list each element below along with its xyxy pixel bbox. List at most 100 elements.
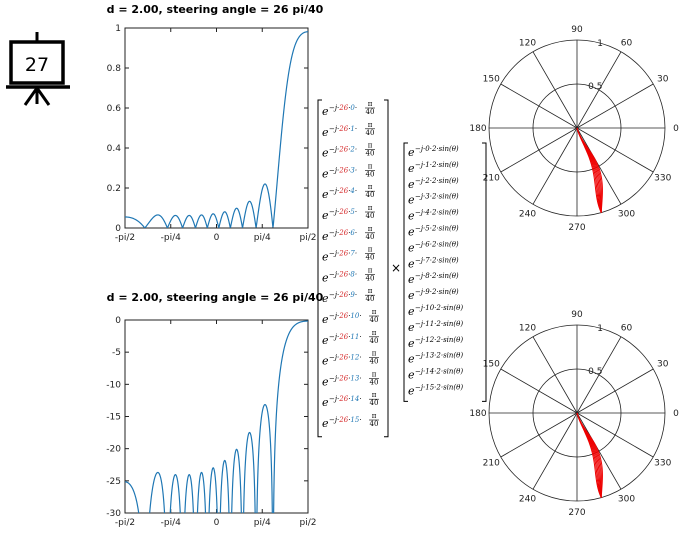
array-base: e: [408, 385, 415, 398]
steering-entry: e −j·26·9· π40: [322, 287, 375, 305]
x-tick-label: pi/2: [300, 233, 317, 243]
array-entry: e −j·0·2·sin(θ): [408, 145, 459, 159]
steering-base: e: [322, 105, 329, 118]
array-exponent: −j·9·2·sin(θ): [415, 288, 459, 296]
fraction-numerator: π: [368, 162, 373, 170]
angle-tick-label: 330: [654, 459, 671, 469]
x-tick-label: -pi/2: [115, 233, 135, 243]
fraction-numerator: π: [372, 329, 377, 337]
fraction-denominator: 40: [366, 274, 375, 282]
fraction-numerator: π: [368, 266, 373, 274]
x-tick-label: pi/4: [254, 518, 271, 528]
plot-frame: [124, 27, 309, 229]
angle-tick-label: 330: [654, 174, 671, 184]
array-entry: e −j·5·2·sin(θ): [408, 225, 459, 239]
steering-exponent: −j·26·15·: [329, 416, 362, 424]
array-exponent: −j·14·2·sin(θ): [415, 368, 463, 376]
x-tick-label: -pi/4: [161, 233, 181, 243]
steering-base: e: [322, 251, 329, 264]
angle-tick-label: 180: [469, 409, 486, 419]
polar-spoke: [576, 368, 654, 414]
array-entry: e −j·4·2·sin(θ): [408, 209, 459, 223]
steering-entry: e −j·26·0· π40: [322, 100, 375, 118]
fraction-numerator: π: [368, 183, 373, 191]
fraction-numerator: π: [368, 225, 373, 233]
array-entry: e −j·13·2·sin(θ): [408, 352, 463, 366]
fraction-denominator: 40: [366, 212, 375, 220]
steering-exponent: −j·26·13·: [329, 374, 362, 382]
array-base: e: [408, 305, 415, 318]
db-pattern-plot: d = 2.00, steering angle = 26 pi/40 -pi/…: [106, 291, 323, 528]
steering-entry: e −j·26·5· π40: [322, 204, 375, 222]
pattern-curve: [125, 31, 308, 228]
steering-base: e: [322, 375, 329, 388]
angle-tick-label: 60: [621, 323, 633, 333]
angle-tick-label: 120: [519, 38, 536, 48]
steering-base: e: [322, 313, 329, 326]
right-bracket: [384, 99, 389, 438]
y-tick-label: -5: [112, 348, 121, 358]
fraction-numerator: π: [372, 350, 377, 358]
polar-pattern-top: 0 30 60 90 120 150 180 210 240 270 300 330 0.5 1: [469, 25, 679, 233]
steering-entry: e −j·26·14· π40: [322, 391, 379, 409]
array-entry: e −j·10·2·sin(θ): [408, 304, 463, 318]
plot-frame: [124, 319, 309, 514]
steering-base: e: [322, 126, 329, 139]
steering-exponent: −j·26·8·: [329, 270, 357, 278]
polar-spoke: [500, 127, 578, 173]
polar-pattern-bottom: 0 30 60 90 120 150 180 210 240 270 300 330 0.5 1: [469, 310, 679, 518]
array-exponent: −j·3·2·sin(θ): [415, 193, 459, 201]
array-exponent: −j·10·2·sin(θ): [415, 304, 463, 312]
fraction-denominator: 40: [370, 420, 379, 428]
angle-tick-label: 210: [483, 459, 500, 469]
array-entry: e −j·8·2·sin(θ): [408, 272, 459, 286]
angle-tick-label: 120: [519, 323, 536, 333]
fraction-numerator: π: [368, 142, 373, 150]
beam-lobe: [576, 127, 603, 213]
steering-exponent: −j·26·12·: [329, 354, 362, 362]
array-entry: e −j·14·2·sin(θ): [408, 368, 463, 382]
x-tick-label: 0: [214, 233, 220, 243]
array-base: e: [408, 194, 415, 207]
x-tick-label: -pi/4: [161, 518, 181, 528]
y-tick-label: 1: [115, 24, 121, 34]
slide-number: 27: [25, 54, 49, 76]
y-tick-label: -20: [106, 445, 121, 455]
steering-entry: e −j·26·8· π40: [322, 266, 375, 284]
steering-entry: e −j·26·3· π40: [322, 162, 375, 180]
fraction-denominator: 40: [370, 337, 379, 345]
y-tick-label: 0.2: [107, 184, 121, 194]
fraction-denominator: 40: [366, 295, 375, 303]
array-exponent: −j·13·2·sin(θ): [415, 352, 463, 360]
array-entry: e −j·2·2·sin(θ): [408, 177, 459, 191]
angle-tick-label: 300: [618, 495, 635, 505]
left-bracket: [317, 99, 322, 438]
steering-base: e: [322, 271, 329, 284]
fraction-denominator: 40: [370, 316, 379, 324]
steering-exponent: −j·26·3·: [329, 166, 357, 174]
polar-spoke: [500, 368, 578, 414]
steering-base: e: [322, 188, 329, 201]
fraction-numerator: π: [372, 412, 377, 420]
steering-exponent: −j·26·7·: [329, 250, 357, 258]
y-tick-label: -15: [106, 413, 121, 423]
array-exponent: −j·8·2·sin(θ): [415, 272, 459, 280]
fraction-denominator: 40: [366, 191, 375, 199]
steering-base: e: [322, 209, 329, 222]
polar-spoke: [576, 83, 654, 129]
angle-tick-label: 90: [571, 310, 583, 320]
steering-exponent: −j·26·6·: [329, 229, 357, 237]
angle-tick-label: 0: [673, 409, 679, 419]
steering-base: e: [322, 334, 329, 347]
polar-spoke: [576, 51, 622, 129]
angle-tick-label: 90: [571, 25, 583, 35]
x-tick-label: -pi/2: [115, 518, 135, 528]
array-base: e: [408, 146, 415, 159]
angle-tick-label: 210: [483, 174, 500, 184]
array-exponent: −j·15·2·sin(θ): [415, 384, 463, 392]
array-entry: e −j·6·2·sin(θ): [408, 240, 459, 254]
fraction-denominator: 40: [366, 108, 375, 116]
angle-tick-label: 240: [519, 210, 536, 220]
array-base: e: [408, 257, 415, 270]
array-exponent: −j·12·2·sin(θ): [415, 336, 463, 344]
